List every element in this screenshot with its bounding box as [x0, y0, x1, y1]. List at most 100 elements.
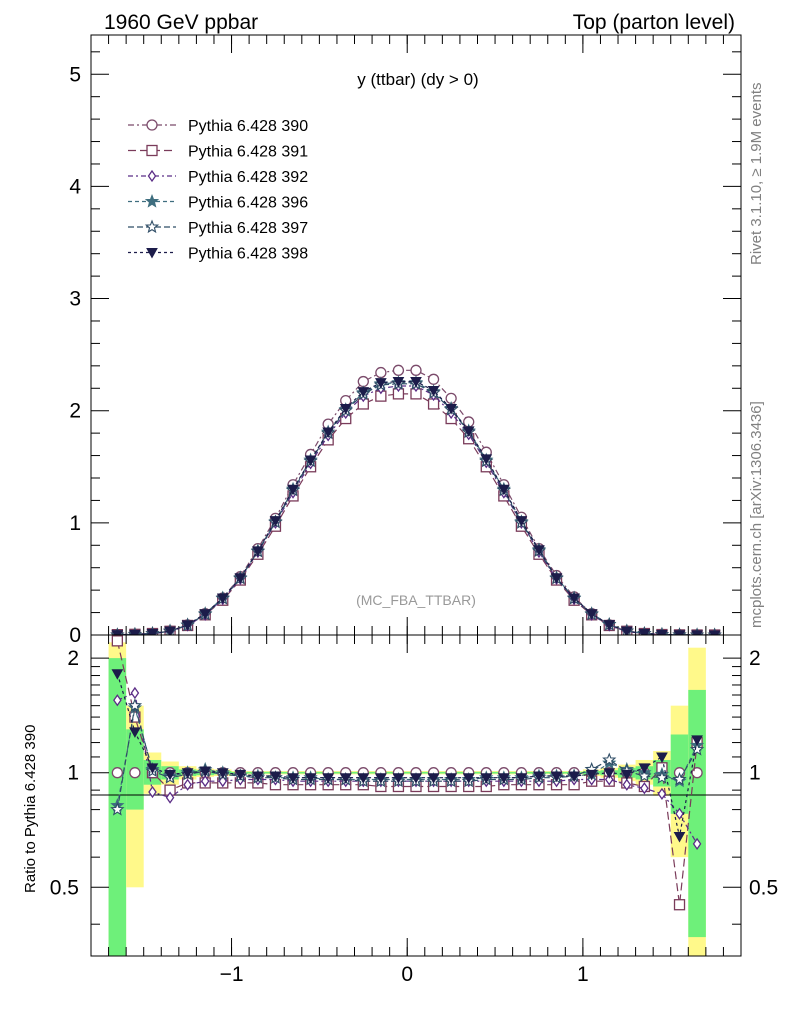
ratio-line-396 [116, 707, 698, 806]
main-ytick-label: 3 [69, 288, 81, 311]
point-398 [445, 403, 457, 415]
legend-marker-391 [146, 144, 158, 157]
ratio-point-398 [164, 769, 176, 781]
main-ytick-label: 2 [69, 400, 81, 423]
ratio-point-392 [675, 807, 684, 820]
ratio-point-397 [672, 771, 687, 786]
point-398 [603, 620, 616, 631]
ratio-ytick-label: 0.5 [50, 876, 79, 899]
ratio-point-398 [216, 768, 229, 779]
legend-marker-392 [147, 169, 157, 183]
point-398 [216, 593, 229, 605]
ratio-point-391 [673, 899, 686, 911]
ratio-point-390 [111, 767, 124, 779]
legend-marker-396 [144, 193, 160, 208]
ratio-point-392 [692, 837, 702, 851]
ratio-point-398 [269, 771, 282, 783]
point-398 [410, 377, 422, 388]
point-398 [515, 516, 528, 527]
ratio-xtick-label: 1 [577, 963, 589, 986]
point-390 [392, 364, 405, 376]
ratio-point-392 [130, 686, 140, 700]
ratio-point-398 [620, 769, 633, 781]
ratio-point-398 [497, 773, 510, 784]
point-398 [691, 630, 703, 635]
point-398 [322, 427, 335, 439]
legend-label: Pythia 6.428 396 [188, 195, 308, 212]
ratio-point-391 [129, 711, 141, 723]
ratio-point-398 [673, 831, 686, 843]
ratio-point-398 [146, 763, 159, 774]
legend-marker-390 [146, 119, 158, 131]
analysis-tag: (MC_FBA_TTBAR) [356, 592, 476, 608]
ratio-line-392 [117, 692, 698, 845]
ratio-xtick-label: −1 [220, 963, 244, 986]
ratio-line-391 [116, 640, 698, 905]
point-398 [427, 386, 440, 397]
point-398 [533, 545, 545, 556]
ratio-point-392 [148, 785, 157, 799]
ratio-frame [90, 634, 742, 957]
ratio-point-397 [637, 768, 652, 783]
band-inner [688, 689, 706, 938]
point-398 [480, 454, 493, 465]
ratio-point-398 [427, 773, 440, 784]
ratio-point-398 [603, 768, 616, 779]
ratio-point-398 [199, 766, 212, 778]
ratio-point-392 [604, 773, 614, 786]
ratio-ytick-label-right: 0.5 [749, 876, 778, 899]
ratio-point-398 [234, 769, 247, 781]
ratio-point-392 [657, 787, 667, 800]
point-398 [708, 630, 721, 635]
legend-marker-397 [144, 219, 160, 234]
ratio-point-398 [550, 771, 563, 783]
band-inner [231, 771, 583, 774]
legend: Pythia 6.428 390 Pythia 6.428 391 Pythia 6… [128, 118, 308, 263]
ratio-ytick-label-right: 2 [749, 647, 761, 670]
ratio-line-397 [116, 705, 698, 810]
legend-label: Pythia 6.428 391 [188, 144, 308, 161]
point-398 [375, 378, 387, 389]
ratio-point-398 [585, 769, 598, 781]
point-398 [568, 593, 580, 605]
ratio-point-398 [515, 773, 528, 784]
ratio-point-398 [287, 773, 299, 784]
plot-title: y (ttbar) (dy > 0) [357, 70, 478, 89]
point-390 [410, 364, 422, 376]
point-398 [199, 609, 212, 620]
main-ytick-label: 5 [69, 63, 81, 86]
ratio-point-398 [533, 771, 545, 783]
point-398 [392, 377, 405, 388]
main-ytick-label: 4 [69, 175, 81, 198]
ratio-xtick-label: 0 [401, 963, 413, 986]
ratio-point-392 [622, 778, 632, 791]
point-398 [287, 484, 299, 496]
point-398 [181, 620, 194, 631]
ratio-panel: 0.5 0.5 1 1 2 2 −1 0 1 Ratio to Pythia 6.428 390 [22, 634, 778, 986]
ratio-ytick-label-right: 1 [749, 762, 761, 785]
ratio-point-398 [392, 773, 405, 784]
legend-label: Pythia 6.428 392 [188, 169, 308, 186]
point-398 [252, 546, 264, 557]
ratio-point-398 [638, 763, 651, 774]
main-panel: 0 1 2 3 4 5 y (ttbar) (dy > 0) (MC_FBA_TTBAR)… [69, 34, 742, 647]
ratio-point-392 [165, 791, 175, 804]
ratio-point-398 [462, 773, 475, 784]
ratio-point-398 [445, 773, 457, 784]
ratio-point-398 [656, 752, 668, 763]
ratio-point-391 [111, 635, 124, 647]
rivet-label: Rivet 3.1.10, ≥ 1.9M events [748, 83, 765, 266]
point-398 [638, 629, 651, 635]
legend-marker-398 [146, 248, 158, 259]
point-398 [673, 630, 686, 635]
header-left-title: 1960 GeV ppbar [104, 11, 258, 34]
point-398 [339, 403, 352, 415]
ratio-line-398 [116, 673, 698, 837]
ratio-point-392 [183, 778, 192, 791]
ratio-ytick-label: 1 [67, 762, 79, 785]
ratio-point-392 [113, 694, 122, 707]
point-398 [620, 626, 633, 635]
ratio-point-398 [181, 768, 194, 779]
ratio-point-397 [654, 770, 670, 784]
